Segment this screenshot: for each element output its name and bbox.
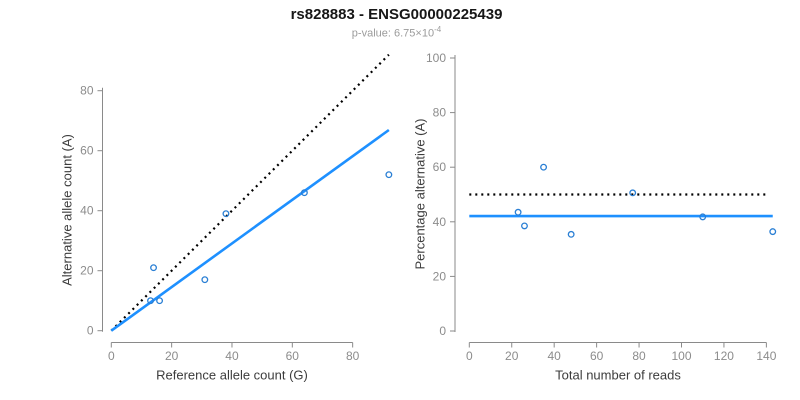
data-point bbox=[156, 297, 164, 305]
y-tick-label: 20 bbox=[433, 269, 447, 283]
right-xaxis-title: Total number of reads bbox=[555, 367, 681, 383]
x-tick-label: 80 bbox=[632, 349, 646, 363]
data-point bbox=[147, 297, 154, 305]
data-point bbox=[567, 230, 575, 238]
plot-title: rs828883 - ENSG00000225439 bbox=[290, 6, 503, 23]
data-point bbox=[629, 189, 637, 197]
x-tick-label: 80 bbox=[346, 349, 360, 363]
y-tick-label: 60 bbox=[433, 160, 447, 174]
data-point bbox=[201, 276, 209, 284]
x-tick-label: 20 bbox=[165, 349, 179, 363]
y-tick-label: 40 bbox=[433, 215, 447, 229]
y-tick-label: 60 bbox=[80, 144, 94, 158]
data-point bbox=[514, 208, 522, 216]
x-tick-label: 60 bbox=[590, 349, 604, 363]
x-tick-label: 100 bbox=[671, 349, 691, 363]
x-tick-label: 0 bbox=[466, 349, 473, 363]
data-point bbox=[150, 264, 157, 272]
y-tick-label: 0 bbox=[439, 324, 446, 338]
y-tick-label: 0 bbox=[87, 324, 94, 338]
y-tick-label: 80 bbox=[80, 84, 94, 98]
data-point bbox=[699, 213, 707, 221]
left-yaxis-title: Alternative allele count (A) bbox=[59, 134, 75, 286]
data-point bbox=[300, 189, 308, 197]
identity-line bbox=[110, 53, 390, 332]
y-tick-label: 80 bbox=[433, 106, 447, 120]
left-xaxis-title: Reference allele count (G) bbox=[156, 367, 308, 383]
y-tick-label: 100 bbox=[426, 51, 446, 65]
data-point bbox=[521, 222, 528, 230]
x-tick-label: 0 bbox=[108, 349, 115, 363]
p-value-exponent: -4 bbox=[434, 25, 442, 34]
plot-subtitle: p-value: 6.75×10-4 bbox=[0, 25, 793, 40]
x-tick-label: 140 bbox=[756, 349, 776, 363]
fit-line bbox=[110, 128, 390, 332]
x-tick-label: 60 bbox=[286, 349, 300, 363]
x-tick-label: 40 bbox=[548, 349, 562, 363]
data-point bbox=[540, 163, 548, 171]
p-value-text: p-value: 6.75×10 bbox=[351, 27, 435, 40]
x-tick-label: 40 bbox=[225, 349, 239, 363]
data-point bbox=[222, 210, 230, 218]
x-tick-label: 20 bbox=[505, 349, 519, 363]
data-point bbox=[385, 171, 393, 179]
x-tick-label: 120 bbox=[714, 349, 734, 363]
y-tick-label: 40 bbox=[80, 204, 94, 218]
right-yaxis-title: Percentage alternative (A) bbox=[412, 118, 428, 270]
data-point bbox=[769, 228, 777, 236]
y-tick-label: 20 bbox=[80, 264, 94, 278]
